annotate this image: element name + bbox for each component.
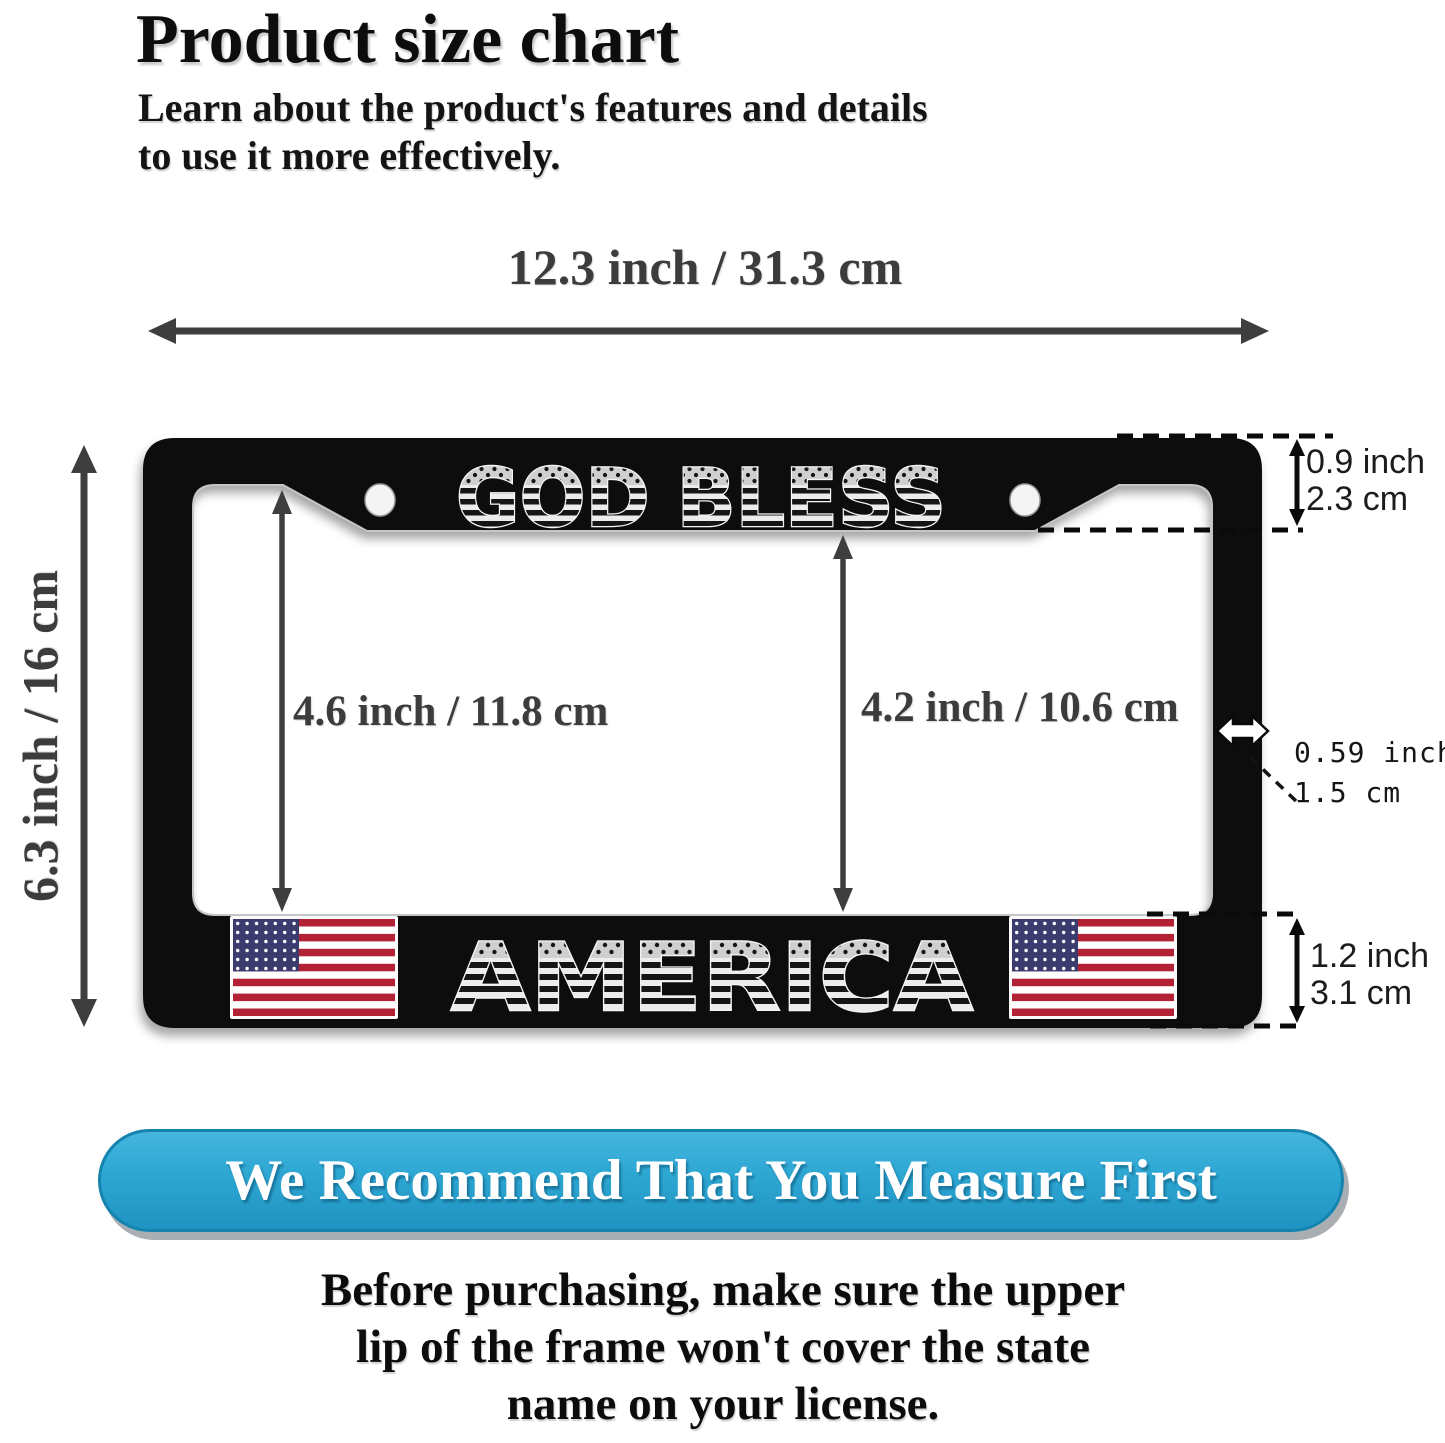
frame-opening-bevel [192, 484, 1213, 916]
top-lip-label-cm: 2.3 cm [1306, 480, 1409, 518]
side-rail-width-arrow-icon [1215, 713, 1270, 749]
footer-note: Before purchasing, make sure the upper l… [58, 1262, 1388, 1433]
overall-height-label: 6.3 inch / 16 cm [12, 570, 68, 902]
page-title: Product size chart [136, 1, 680, 78]
bottom-lip-label-cm: 3.1 cm [1310, 974, 1413, 1012]
side-rail-label: 0.59 inch 1.5 cm [1294, 733, 1445, 813]
screw-hole-left [364, 483, 396, 517]
opening-height-left-arrow [272, 490, 292, 912]
bottom-lip-arrow [1289, 918, 1305, 1023]
recommend-banner-text: We Recommend That You Measure First [225, 1149, 1217, 1212]
overall-height-arrow [71, 445, 97, 1027]
overall-width-arrow [148, 318, 1269, 344]
overall-width-label: 12.3 inch / 31.3 cm [507, 239, 903, 295]
footer-note-line-3: name on your license. [506, 1378, 940, 1430]
top-lip-label-inch: 0.9 inch [1306, 443, 1426, 481]
opening-height-right-arrow [833, 535, 853, 912]
frame-bottom-text: AMERICA [451, 924, 973, 1033]
side-rail-label-cm: 1.5 cm [1294, 776, 1402, 809]
opening-height-right-label: 4.2 inch / 10.6 cm [861, 684, 1179, 731]
recommend-banner: We Recommend That You Measure First [98, 1129, 1344, 1232]
page-subtitle-line-1: Learn about the product's features and d… [138, 85, 928, 130]
us-flag-icon-left [230, 916, 398, 1019]
opening-height-left-label: 4.6 inch / 11.8 cm [293, 688, 609, 735]
footer-note-line-2: lip of the frame won't cover the state [356, 1321, 1090, 1373]
top-lip-arrow [1289, 439, 1305, 526]
frame-top-text: GOD BLESS [456, 452, 946, 545]
footer-note-line-1: Before purchasing, make sure the upper [320, 1264, 1126, 1316]
side-rail-label-inch: 0.59 inch [1294, 736, 1445, 769]
bottom-lip-label-inch: 1.2 inch [1310, 937, 1430, 975]
top-lip-label: 0.9 inch 2.3 cm [1306, 444, 1425, 518]
screw-hole-right [1009, 483, 1041, 517]
page-subtitle-line-2: to use it more effectively. [138, 133, 561, 178]
bottom-lip-label: 1.2 inch 3.1 cm [1310, 938, 1429, 1012]
us-flag-icon-right [1009, 916, 1177, 1019]
